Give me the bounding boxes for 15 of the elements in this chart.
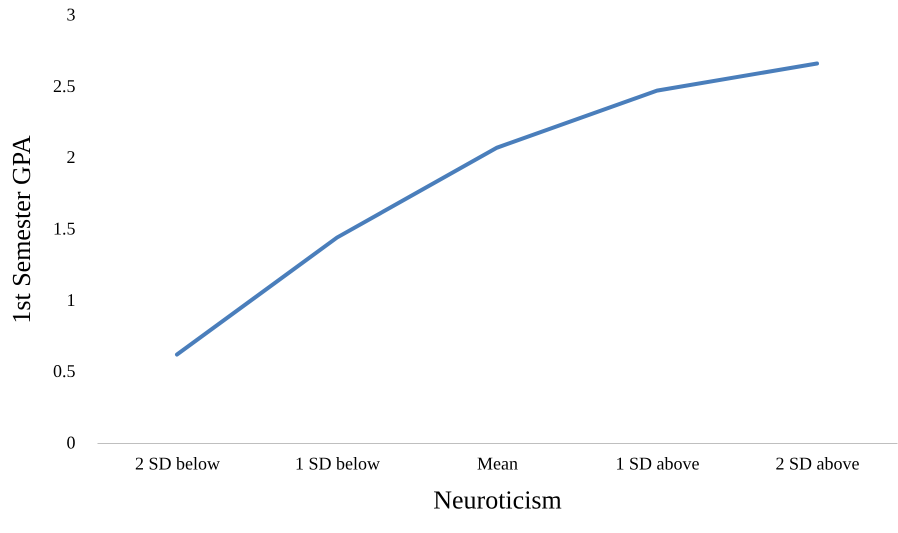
y-tick-label: 3 [66,4,76,24]
y-tick-label: 0 [66,432,76,452]
y-tick-label: 1 [66,290,76,310]
y-tick-label: 2 [66,147,76,168]
x-tick-label: 1 SD above [616,454,700,474]
x-tick-label: 1 SD below [295,454,380,474]
y-axis-title: 1st Semester GPA [7,135,36,324]
x-tick-label: 2 SD below [135,454,220,474]
y-tick-label: 1.5 [53,218,76,238]
x-tick-label: Mean [477,454,518,474]
y-tick-label: 2.5 [53,76,76,96]
y-tick-label: 0.5 [53,361,76,382]
x-tick-label: 2 SD above [776,454,860,474]
line-series [175,62,819,357]
x-axis-title: Neuroticism [433,486,562,514]
